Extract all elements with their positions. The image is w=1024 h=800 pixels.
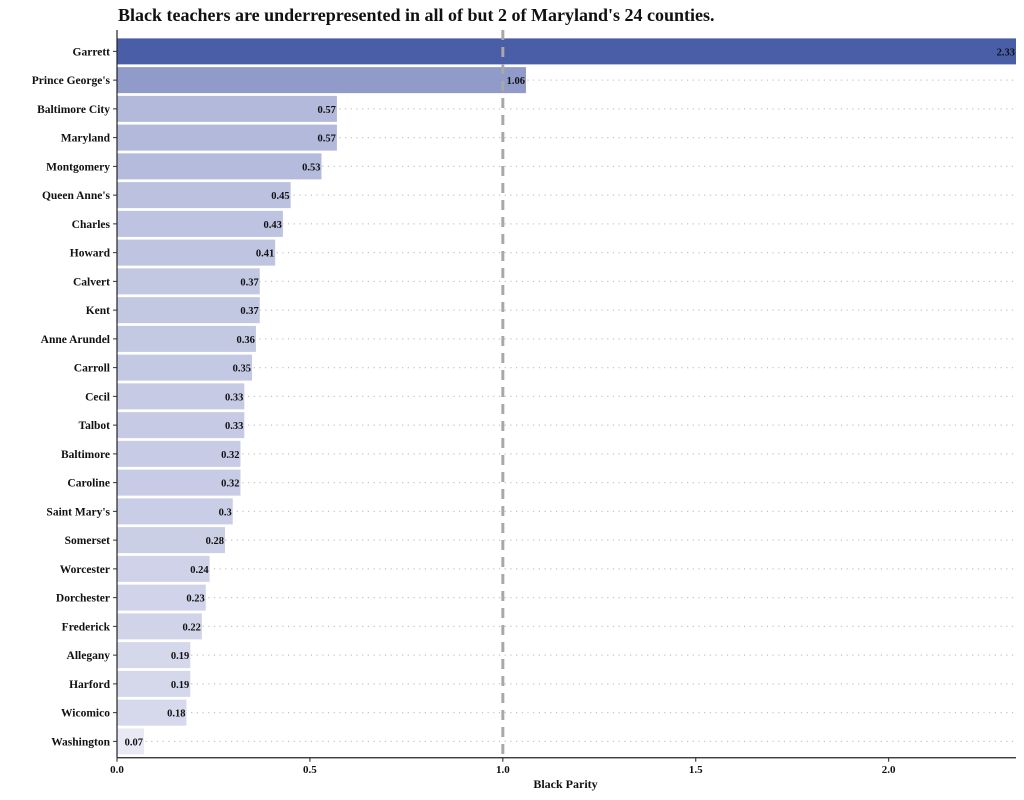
category-label: Queen Anne's	[42, 190, 111, 202]
value-label: 1.06	[507, 76, 525, 87]
bars	[117, 38, 1016, 755]
value-label: 0.36	[237, 335, 255, 346]
bar	[117, 613, 202, 640]
category-label: Dorchester	[56, 593, 110, 605]
value-label: 0.43	[264, 220, 282, 231]
value-label: 0.19	[171, 680, 189, 691]
x-tick-label: 0.5	[303, 764, 317, 776]
x-tick-label: 1.0	[496, 764, 510, 776]
category-label: Saint Mary's	[46, 506, 110, 518]
category-label: Baltimore City	[37, 104, 110, 116]
bar	[117, 642, 191, 669]
category-label: Washington	[51, 736, 110, 748]
value-label: 0.18	[167, 709, 185, 720]
bar	[117, 383, 245, 410]
value-label: 0.53	[302, 162, 320, 173]
category-label: Somerset	[65, 535, 111, 547]
category-label: Caroline	[67, 478, 110, 490]
labels: Garrett 2.33 Prince George's 1.06 Baltimore …	[32, 46, 1015, 775]
bar	[117, 124, 337, 151]
bar	[117, 210, 283, 237]
bar	[117, 527, 226, 554]
axes	[113, 30, 1016, 762]
bar	[117, 469, 241, 496]
bar	[117, 297, 260, 324]
category-label: Prince George's	[32, 75, 111, 87]
value-label: 0.57	[318, 105, 336, 116]
category-label: Howard	[70, 248, 111, 260]
bar	[117, 239, 276, 266]
value-label: 0.19	[171, 651, 189, 662]
category-label: Calvert	[73, 276, 110, 288]
category-label: Frederick	[62, 621, 111, 633]
category-label: Allegany	[67, 650, 111, 662]
category-label: Talbot	[78, 420, 110, 432]
bar	[117, 498, 233, 525]
category-label: Kent	[86, 305, 110, 317]
category-label: Maryland	[61, 133, 111, 145]
value-label: 0.24	[190, 565, 209, 576]
category-label: Charles	[72, 219, 111, 231]
value-label: 0.33	[225, 392, 243, 403]
value-label: 0.3	[219, 507, 232, 518]
category-label: Carroll	[74, 363, 110, 375]
bar	[117, 268, 260, 295]
bar	[117, 182, 291, 209]
value-label: 0.45	[271, 191, 289, 202]
x-tick-label: 1.5	[689, 764, 703, 776]
x-tick-label: 2.0	[882, 764, 896, 776]
bar	[117, 584, 206, 611]
bar	[117, 95, 337, 122]
category-label: Worcester	[60, 564, 110, 576]
x-axis-title: Black Parity	[533, 777, 597, 791]
bar	[117, 670, 191, 697]
value-label: 0.33	[225, 421, 243, 432]
value-label: 0.28	[206, 536, 224, 547]
category-label: Anne Arundel	[41, 334, 110, 346]
bar	[117, 699, 187, 726]
category-label: Harford	[69, 679, 110, 691]
value-label: 0.41	[256, 249, 274, 260]
value-label: 0.32	[221, 479, 239, 490]
x-tick-label: 0.0	[110, 764, 124, 776]
category-label: Montgomery	[46, 161, 110, 173]
category-label: Garrett	[73, 46, 111, 58]
value-label: 0.57	[318, 134, 336, 145]
value-label: 2.33	[997, 47, 1015, 58]
value-label: 0.32	[221, 450, 239, 461]
bar	[117, 555, 210, 582]
bar	[117, 728, 145, 755]
category-label: Cecil	[85, 391, 110, 403]
bar	[117, 67, 526, 94]
bar	[117, 38, 1016, 65]
category-label: Baltimore	[61, 449, 110, 461]
chart-title: Black teachers are underrepresented in a…	[118, 5, 715, 25]
bar	[117, 412, 245, 439]
bar	[117, 354, 253, 381]
value-label: 0.37	[240, 306, 258, 317]
value-label: 0.35	[233, 364, 251, 375]
value-label: 0.22	[183, 622, 201, 633]
bar	[117, 440, 241, 467]
category-label: Wicomico	[61, 708, 110, 720]
value-label: 0.37	[240, 277, 258, 288]
bar	[117, 325, 256, 352]
value-label: 0.07	[125, 737, 143, 748]
bar	[117, 153, 322, 180]
value-label: 0.23	[186, 594, 204, 605]
